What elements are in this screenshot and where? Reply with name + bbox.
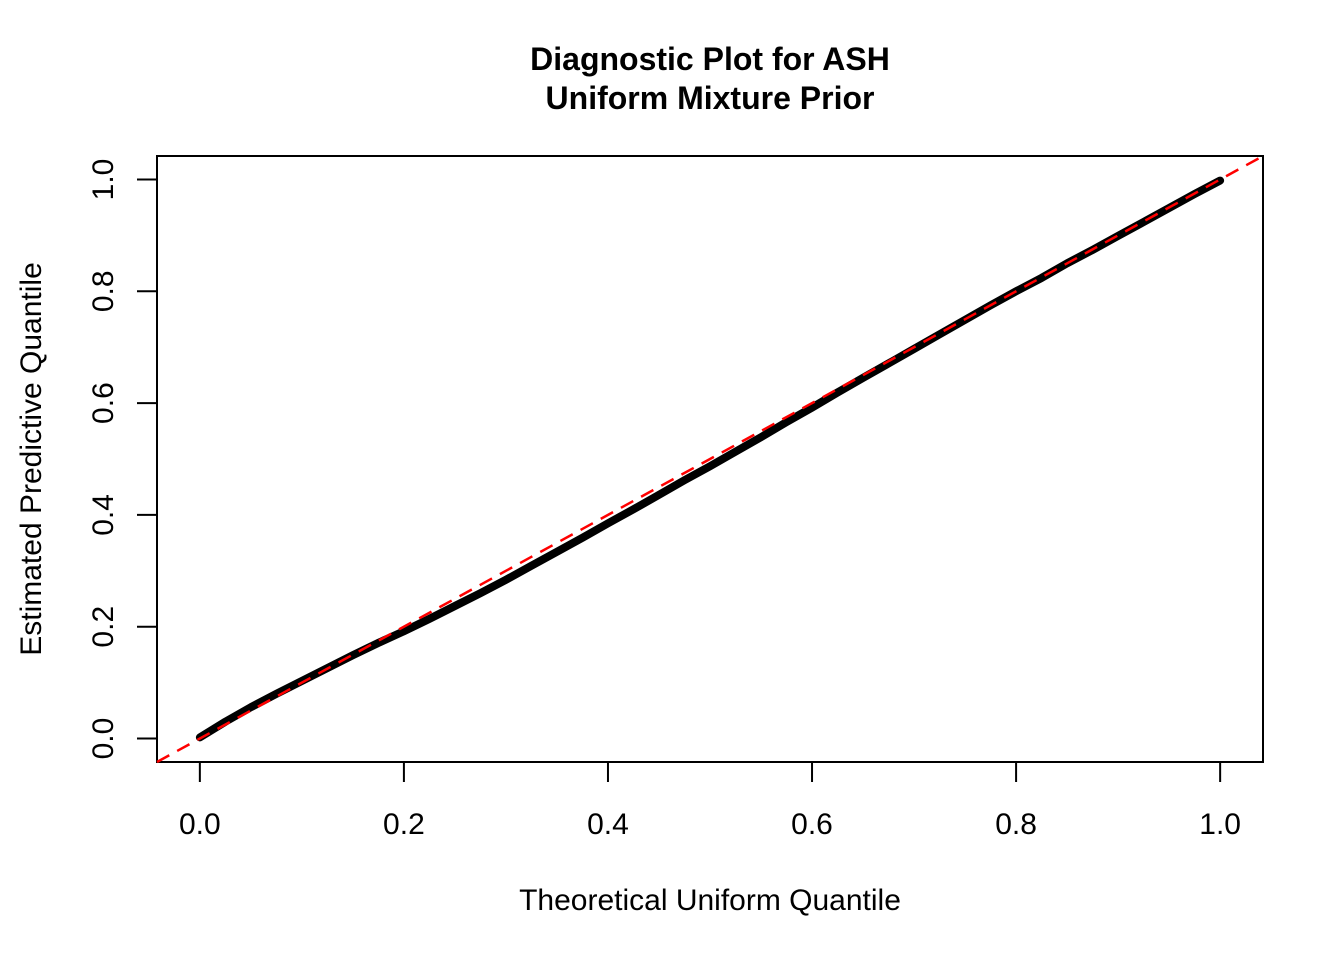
x-axis-title: Theoretical Uniform Quantile xyxy=(519,884,901,917)
reference-line xyxy=(156,154,1264,764)
chart-title-line-2: Uniform Mixture Prior xyxy=(545,80,875,116)
y-axis-title: Estimated Predictive Quantile xyxy=(15,262,48,656)
x-axis-tick-label: 1.0 xyxy=(1199,808,1241,841)
chart-title: Diagnostic Plot for ASH Uniform Mixture … xyxy=(157,40,1263,118)
x-axis-tick-label: 0.6 xyxy=(791,808,833,841)
x-axis-tick-label: 0.4 xyxy=(587,808,629,841)
y-axis-tick-label: 0.2 xyxy=(87,606,120,648)
y-axis-tick-label: 0.0 xyxy=(87,718,120,760)
chart-title-line-1: Diagnostic Plot for ASH xyxy=(530,41,890,77)
y-axis-tick-label: 0.4 xyxy=(87,494,120,536)
y-axis-tick-label: 1.0 xyxy=(87,159,120,201)
y-axis-tick-label: 0.6 xyxy=(87,382,120,424)
x-axis-tick-label: 0.2 xyxy=(383,808,425,841)
plot-box xyxy=(156,155,1264,763)
y-axis-tick-label: 0.8 xyxy=(87,270,120,312)
x-axis-tick-label: 0.8 xyxy=(995,808,1037,841)
x-axis-tick-label: 0.0 xyxy=(179,808,221,841)
